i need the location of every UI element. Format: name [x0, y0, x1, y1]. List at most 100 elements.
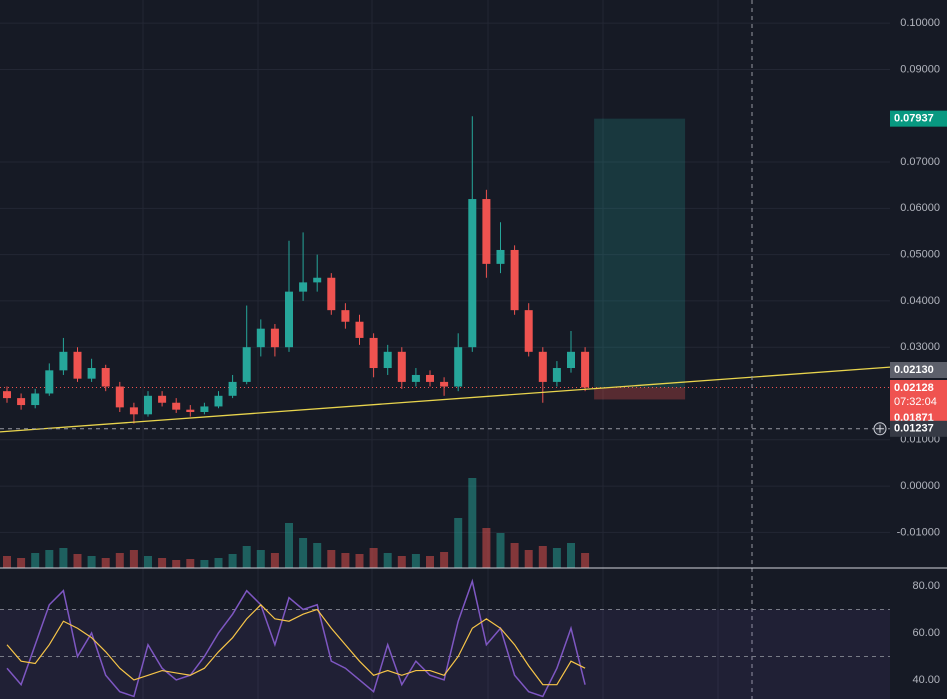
- y-tick-label: 0.07000: [900, 156, 940, 168]
- candle-body: [158, 395, 167, 403]
- y-tick-label: 0.04000: [900, 295, 940, 307]
- crosshair-tag: 0.01237: [894, 423, 934, 435]
- volume-bar: [355, 554, 364, 568]
- position-stop-zone: [594, 387, 686, 400]
- last-tag-bg: [890, 362, 947, 378]
- candle-body: [581, 351, 590, 388]
- candle-body: [411, 374, 420, 382]
- rsi-tick-label: 40.00: [912, 674, 940, 686]
- rsi-band: [0, 609, 890, 699]
- candle-body: [552, 368, 561, 382]
- candle-body: [327, 277, 336, 311]
- candle-body: [87, 368, 96, 379]
- volume-bar: [59, 548, 68, 568]
- volume-bar: [538, 546, 547, 568]
- countdown: 07:32:04: [894, 396, 937, 408]
- volume-bar: [581, 553, 590, 568]
- volume-bar: [200, 560, 209, 568]
- position-target-zone: [594, 118, 686, 388]
- y-tick-label: 0.03000: [900, 341, 940, 353]
- volume-bar: [369, 548, 378, 568]
- candle-body: [299, 282, 308, 292]
- volume-bar: [158, 558, 167, 568]
- candle-body: [172, 402, 181, 410]
- volume-bar: [482, 528, 491, 568]
- volume-bar: [45, 550, 54, 568]
- candle-body: [397, 351, 406, 382]
- volume-bar: [73, 554, 82, 568]
- candle-body: [45, 370, 54, 394]
- candle-body: [200, 406, 209, 412]
- volume-bar: [397, 556, 406, 568]
- volume-bar: [242, 546, 251, 568]
- candle-body: [186, 409, 195, 412]
- volume-bar: [17, 558, 26, 568]
- crosshair-tag-bg: [890, 420, 947, 437]
- candle-body: [496, 249, 505, 264]
- candle-body: [369, 337, 378, 369]
- y-tick-label: 0.05000: [900, 249, 940, 261]
- volume-bar: [31, 553, 40, 568]
- target-tag-bg: [890, 110, 947, 127]
- volume-bar: [115, 553, 124, 568]
- candle-body: [482, 199, 491, 264]
- candle-body: [144, 395, 152, 415]
- volume-bar: [214, 558, 223, 568]
- volume-bar: [524, 550, 533, 568]
- volume-bar: [383, 553, 392, 568]
- volume-bar: [129, 550, 138, 568]
- rsi-ma: [6, 603, 586, 686]
- candle-body: [440, 381, 449, 387]
- volume-bar: [341, 553, 350, 568]
- candle-body: [355, 321, 364, 338]
- volume-bar: [270, 553, 279, 568]
- rsi-values: [6, 578, 586, 698]
- last-tag: 0.02130: [894, 364, 934, 376]
- candle-body: [228, 381, 237, 396]
- candle-body: [270, 328, 279, 348]
- candle-body: [341, 310, 350, 322]
- candle-body: [31, 393, 40, 406]
- add-alert-icon: [876, 424, 884, 433]
- volume-bar: [567, 543, 575, 568]
- candle-body: [3, 391, 11, 399]
- volume-bar: [510, 543, 519, 568]
- volume-bar: [313, 543, 322, 568]
- volume-bar: [440, 552, 449, 568]
- rsi-tick-label: 80.00: [912, 580, 940, 592]
- entry-tag-bg: [890, 380, 947, 410]
- candle-body: [285, 291, 293, 348]
- candle-body: [510, 249, 519, 311]
- y-tick-label: 0.09000: [900, 63, 940, 75]
- y-tick-label: 0.10000: [900, 17, 940, 29]
- volume-bar: [186, 559, 195, 568]
- volume-bar: [454, 518, 463, 568]
- volume-bar: [256, 550, 265, 568]
- candle-body: [73, 351, 82, 379]
- volume-bar: [426, 556, 434, 568]
- candle-body: [538, 351, 547, 382]
- volume-bar: [285, 523, 293, 568]
- candle-body: [59, 351, 68, 371]
- entry-tag: 0.02128: [894, 382, 934, 394]
- volume-bar: [468, 478, 477, 568]
- candle-body: [129, 407, 138, 415]
- volume-bar: [299, 538, 308, 568]
- volume-bar: [327, 550, 336, 568]
- volume-bar: [172, 560, 181, 568]
- candle-body: [426, 374, 434, 382]
- volume-bar: [87, 556, 96, 568]
- candle-body: [383, 351, 392, 369]
- candle-body: [256, 328, 265, 348]
- volume-bar: [552, 548, 561, 568]
- volume-bar: [3, 556, 11, 568]
- candle-body: [313, 277, 322, 283]
- y-tick-label: 0.00000: [900, 480, 940, 492]
- candle-body: [524, 310, 533, 352]
- trendline: [0, 366, 891, 433]
- volume-bar: [101, 558, 110, 568]
- candle-body: [468, 199, 477, 348]
- candle-body: [214, 395, 223, 407]
- candle-body: [17, 398, 26, 406]
- candle-body: [567, 351, 575, 369]
